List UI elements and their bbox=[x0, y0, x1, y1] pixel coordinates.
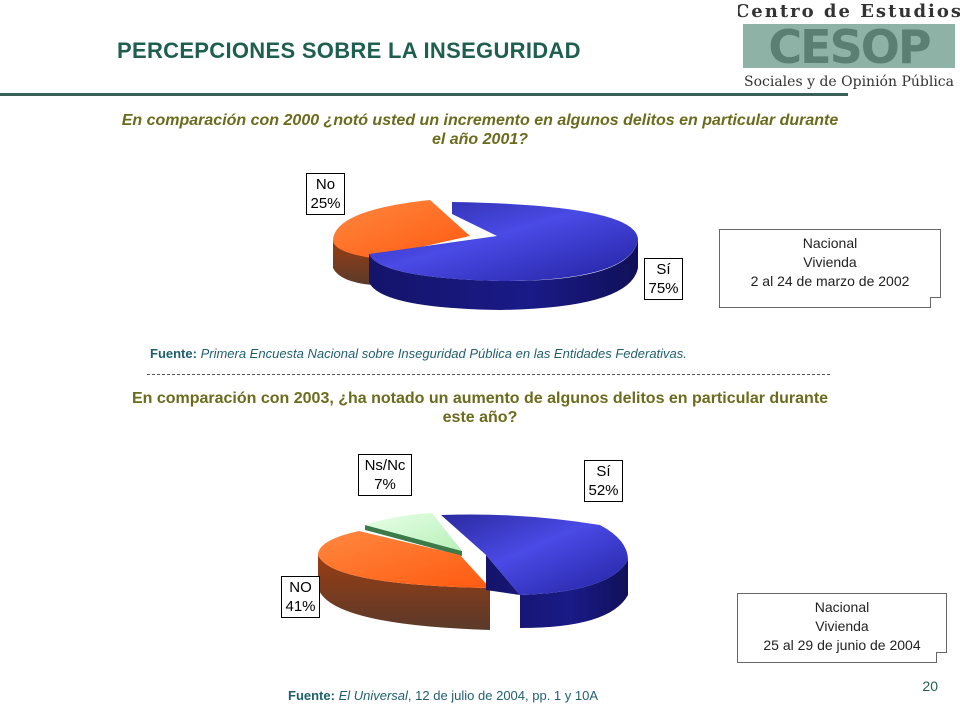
source-2-text: , 12 de julio de 2004, pp. 1 y 10A bbox=[407, 688, 599, 703]
slice-no2 bbox=[318, 531, 490, 588]
label-si-2001-value: 75% bbox=[648, 280, 679, 297]
slice-nsnc-side bbox=[365, 525, 462, 556]
source-1-prefix: Fuente: bbox=[150, 346, 197, 361]
label-no-2001-category: No bbox=[315, 176, 336, 193]
slice-nsnc bbox=[365, 513, 462, 551]
survey-note-2002: Nacional Vivienda 2 al 24 de marzo de 20… bbox=[719, 229, 941, 308]
slice-no2-side bbox=[318, 555, 490, 630]
source-2-prefix: Fuente: bbox=[288, 688, 335, 703]
note-dates: 2 al 24 de marzo de 2002 bbox=[750, 273, 910, 289]
header-divider bbox=[0, 93, 848, 96]
label-si-2001: Sí 75% bbox=[644, 258, 683, 300]
label-no-2004-category: NO bbox=[289, 579, 312, 596]
label-no-2004-value: 41% bbox=[285, 598, 316, 615]
label-si-2004-category: Sí bbox=[596, 463, 611, 480]
slice-no-side bbox=[333, 240, 372, 285]
label-nsnc-2004-value: 7% bbox=[374, 476, 396, 493]
logo-line2: Sociales y de Opinión Pública bbox=[744, 74, 954, 90]
section-divider bbox=[147, 374, 830, 375]
source-2: Fuente: El Universal, 12 de julio de 200… bbox=[288, 688, 598, 703]
logo-mark: CESOP bbox=[768, 20, 929, 74]
label-nsnc-2004: Ns/Nc 7% bbox=[358, 454, 412, 496]
slice-no bbox=[333, 200, 470, 258]
note-scope: Nacional bbox=[802, 235, 858, 251]
slice-si2-side bbox=[486, 555, 628, 628]
note2-dates: 25 al 29 de junio de 2004 bbox=[763, 637, 921, 653]
note2-fold bbox=[936, 652, 947, 663]
note2-type: Vivienda bbox=[815, 618, 869, 634]
label-si-2001-category: Sí bbox=[656, 261, 671, 278]
chart2-title: En comparación con 2003, ¿ha notado un a… bbox=[131, 390, 829, 426]
label-no-2001-value: 25% bbox=[310, 195, 341, 212]
chart1-title: En comparación con 2000 ¿notó usted un i… bbox=[121, 112, 839, 148]
source-1: Fuente: Primera Encuesta Nacional sobre … bbox=[150, 346, 687, 361]
label-si-2004: Sí 52% bbox=[584, 460, 623, 502]
label-no-2004: NO 41% bbox=[281, 576, 320, 618]
slice-si bbox=[369, 202, 638, 281]
cesop-logo: Centro de Estudios CESOP Sociales y de O… bbox=[738, 1, 960, 90]
page-number: 20 bbox=[922, 678, 938, 694]
note2-scope: Nacional bbox=[814, 599, 870, 615]
label-nsnc-2004-category: Ns/Nc bbox=[364, 457, 406, 474]
source-1-text: Primera Encuesta Nacional sobre Inseguri… bbox=[196, 346, 687, 361]
source-2-italic: El Universal bbox=[334, 688, 408, 703]
logo-mark-band bbox=[743, 24, 955, 68]
label-no-2001: No 25% bbox=[306, 173, 345, 215]
slice-si2 bbox=[441, 514, 628, 595]
note-fold bbox=[930, 297, 941, 308]
survey-note-2004: Nacional Vivienda 25 al 29 de junio de 2… bbox=[737, 593, 947, 663]
slice-si-side bbox=[369, 240, 638, 310]
label-si-2004-value: 52% bbox=[588, 482, 619, 499]
page-title: PERCEPCIONES SOBRE LA INSEGURIDAD bbox=[117, 38, 581, 63]
note-type: Vivienda bbox=[803, 254, 857, 270]
logo-line1: Centro de Estudios bbox=[738, 1, 960, 22]
